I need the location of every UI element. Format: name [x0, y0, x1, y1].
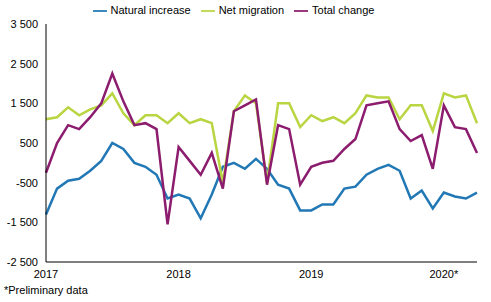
svg-text:2020*: 2020* — [429, 268, 458, 280]
html-text:Natural increase: Natural increase — [110, 4, 191, 16]
svg-text:3 500: 3 500 — [10, 18, 38, 30]
html-text:Net migration: Net migration — [218, 4, 285, 16]
svg-text:2017: 2017 — [34, 268, 58, 280]
svg-text:1 500: 1 500 — [10, 97, 38, 109]
svg-text:-500: -500 — [16, 177, 38, 189]
svg-text:2 500: 2 500 — [10, 58, 38, 70]
html-text:Total change: Total change — [312, 4, 375, 16]
svg-text:-1 500: -1 500 — [8, 216, 38, 228]
svg-text:2018: 2018 — [166, 268, 190, 280]
svg-text:2019: 2019 — [299, 268, 323, 280]
html-text:*Preliminary data: *Preliminary data — [4, 284, 88, 296]
svg-text:500: 500 — [20, 137, 38, 149]
svg-text:-2 500: -2 500 — [8, 256, 38, 268]
